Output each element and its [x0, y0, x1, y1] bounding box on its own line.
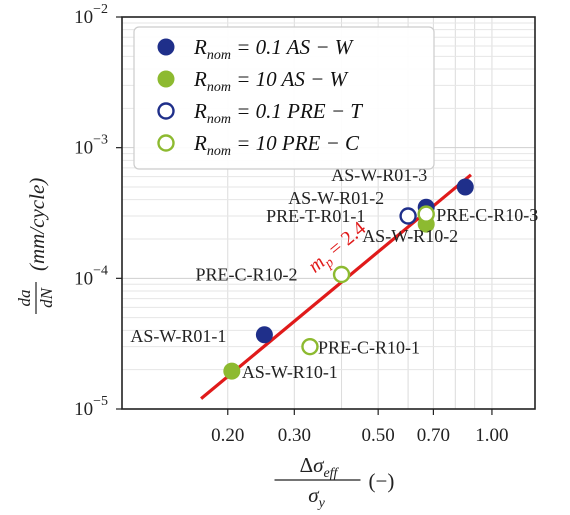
x-tick-label: 1.00 — [475, 425, 508, 446]
data-markers — [223, 178, 474, 380]
axis-ticks: 0.20 0.30 0.50 0.70 1.00 10−5 10−4 10−3 10−2 — [74, 2, 508, 446]
x-tick-label: 0.70 — [417, 425, 450, 446]
x-tick-label: 0.20 — [211, 425, 244, 446]
marker-PRE-C-R10-1 — [301, 337, 319, 356]
x-axis-label-denominator: σy — [308, 483, 325, 511]
x-tick-label: 0.50 — [362, 425, 395, 446]
legend-marker — [157, 134, 175, 152]
annotation-PRE-C-R10-1: PRE-C-R10-1 — [318, 338, 420, 358]
marker-AS-W-R10-1 — [223, 362, 241, 380]
y-axis-label-numerator: da — [15, 290, 34, 307]
y-tick-label: 10−4 — [74, 263, 108, 289]
annotation-PRE-C-R10-2: PRE-C-R10-2 — [196, 264, 298, 284]
legend-marker — [157, 38, 175, 56]
legend-entry: Rnom = 10 AS − W — [193, 67, 349, 95]
legend-entry: Rnom = 0.1 AS − W — [193, 35, 355, 63]
legend-entry: Rnom = 0.1 PRE − T — [193, 99, 363, 127]
legend-marker — [157, 70, 175, 88]
marker-PRE-C-R10-2 — [332, 265, 351, 284]
marker-AS-W-R01-3 — [456, 178, 474, 196]
legend: Rnom = 0.1 AS − W Rnom = 10 AS − W Rnom = … — [133, 26, 435, 170]
y-tick-label: 10−3 — [74, 133, 108, 159]
annotation-AS-W-R01-3: AS-W-R01-3 — [331, 165, 427, 185]
marker-PRE-T-R01-1 — [399, 207, 417, 225]
y-tick-label: 10−2 — [74, 2, 108, 28]
marker-AS-W-R01-1 — [255, 326, 273, 344]
annotation-AS-W-R01-1: AS-W-R01-1 — [130, 326, 226, 346]
plot-frame — [121, 16, 536, 410]
y-axis-label-unit: (mm/cycle) — [25, 178, 49, 271]
x-tick-label: 0.30 — [278, 425, 311, 446]
annotation-AS-W-R10-2: AS-W-R10-2 — [362, 226, 458, 246]
annotation-AS-W-R10-1: AS-W-R10-1 — [242, 362, 338, 382]
y-axis-label-denominator: dN — [37, 286, 56, 308]
legend-entry: Rnom = 10 PRE − C — [193, 131, 360, 159]
legend-marker — [157, 102, 175, 120]
legend-box — [133, 26, 435, 170]
y-axis-label: da dN (mm/cycle) — [15, 178, 56, 314]
axes-frame — [121, 16, 536, 410]
marker-PRE-C-R10-3 — [417, 205, 435, 223]
y-tick-label: 10−5 — [74, 394, 108, 420]
annotation-AS-W-R01-2: AS-W-R01-2 — [288, 188, 384, 208]
x-axis-label-numerator: Δσeff — [300, 453, 340, 481]
point-annotations: AS-W-R01-1 AS-W-R01-2 AS-W-R01-3 AS-W-R10-1… — [130, 165, 538, 382]
x-axis-label-unit: (−) — [369, 469, 395, 493]
annotation-PRE-T-R01-1: PRE-T-R01-1 — [266, 206, 365, 226]
annotation-PRE-C-R10-3: PRE-C-R10-3 — [436, 205, 538, 225]
